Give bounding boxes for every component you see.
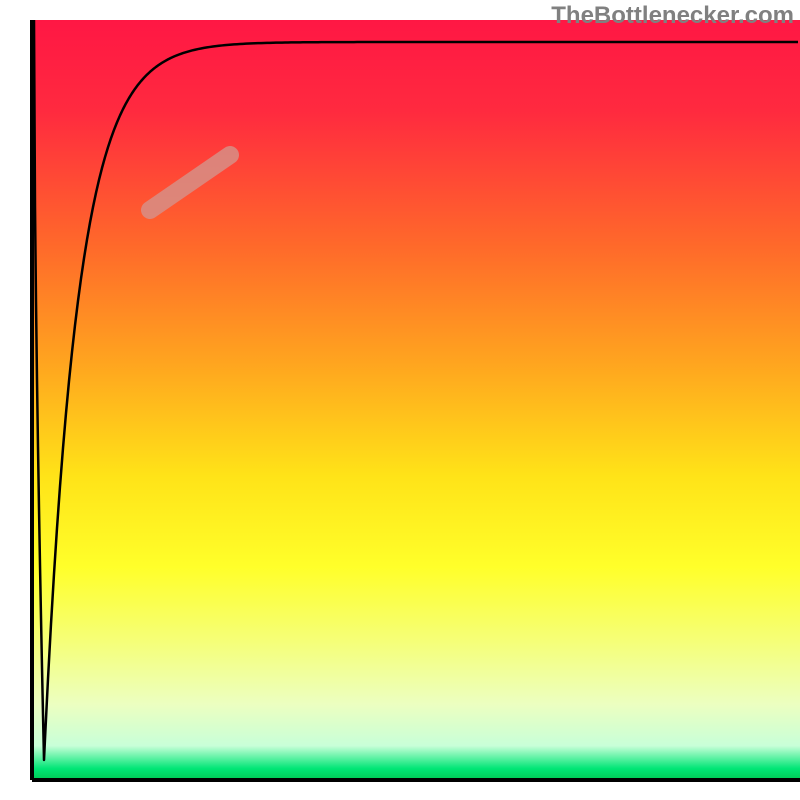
watermark-text: TheBottlenecker.com [551,2,794,30]
plot-background [32,20,800,780]
bottleneck-chart: TheBottlenecker.com [0,0,800,800]
chart-svg [0,0,800,800]
